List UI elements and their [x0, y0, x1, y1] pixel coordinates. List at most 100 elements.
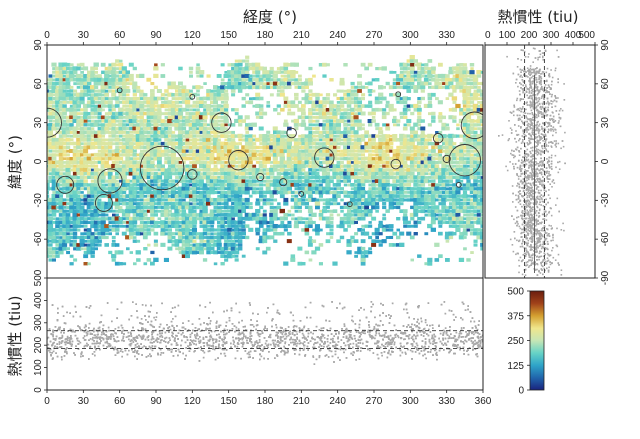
map-cell [473, 221, 478, 224]
map-cell [87, 209, 92, 213]
map-cell [455, 186, 461, 191]
map-cell [270, 74, 274, 78]
map-cell [272, 81, 278, 86]
map-cell [364, 134, 369, 138]
map-cell [416, 197, 422, 202]
map-cell [51, 62, 57, 67]
map-cell [336, 89, 341, 93]
map-cell [149, 197, 155, 202]
map-cell [79, 160, 85, 165]
map-cell [265, 73, 271, 78]
map-cell [287, 108, 292, 112]
map-cell [466, 134, 471, 138]
map-cell [66, 251, 70, 255]
map-cell [293, 182, 299, 187]
map-cell [140, 176, 144, 179]
map-cell [353, 186, 359, 191]
map-cell [283, 160, 289, 165]
map-cell [65, 175, 71, 180]
map-cell [375, 156, 380, 161]
map-cell [185, 228, 190, 232]
map-cell [406, 183, 412, 187]
map-cell [175, 164, 179, 168]
map-cell [308, 172, 313, 176]
map-cell [399, 179, 404, 183]
map-cell [374, 205, 380, 210]
map-cell [146, 134, 151, 138]
map-cell [160, 224, 166, 229]
map-cell [308, 217, 313, 221]
map-cell [417, 134, 422, 138]
map-cell [94, 206, 98, 209]
map-cell [308, 130, 313, 134]
map-cell [255, 220, 260, 225]
map-cell [269, 149, 274, 153]
map-cell [58, 228, 64, 232]
map-cell [195, 104, 201, 108]
map-cell [448, 133, 454, 139]
map-cell [128, 186, 134, 191]
map-cell [350, 217, 355, 221]
map-cell [427, 164, 433, 168]
map-cell [318, 107, 324, 112]
map-cell [455, 66, 461, 71]
map-cell [93, 190, 99, 195]
map-cell [48, 126, 53, 131]
map-cell [167, 213, 173, 217]
map-cell [164, 149, 169, 153]
map-cell [121, 167, 127, 172]
map-cell [325, 179, 331, 183]
map-cell [269, 171, 275, 176]
map-cell [121, 145, 127, 150]
map-cell [231, 254, 235, 258]
map-cell [248, 141, 254, 146]
map-cell [139, 209, 145, 213]
map-cell [160, 141, 165, 146]
map-cell [434, 74, 440, 78]
map-cell [59, 172, 63, 176]
map-cell [385, 141, 390, 146]
map-cell [297, 246, 303, 251]
map-cell [368, 93, 372, 97]
map-cell [79, 100, 85, 105]
map-cell [305, 217, 309, 221]
map-cell [307, 209, 313, 214]
map-cell [72, 78, 78, 82]
map-cell [65, 107, 71, 112]
map-cell [227, 182, 233, 187]
map-cell [269, 212, 275, 217]
map-cell [347, 209, 352, 213]
map-cell [336, 224, 341, 228]
map-cell [399, 190, 405, 195]
map-cell [69, 115, 74, 120]
map-cell [378, 160, 383, 165]
map-cell [333, 134, 337, 138]
map-cell [290, 257, 296, 262]
map-cell [157, 217, 162, 221]
map-cell [97, 89, 102, 93]
map-cell [129, 235, 134, 240]
map-cell [438, 179, 443, 183]
map-cell [216, 179, 222, 183]
map-cell [160, 220, 166, 225]
map-cell [290, 164, 295, 168]
map-cell [150, 123, 155, 127]
map-cell [371, 175, 377, 180]
map-cell [104, 187, 109, 191]
map-cell [182, 161, 186, 164]
map-cell [202, 212, 208, 217]
map-cell [241, 70, 247, 75]
map-cell [230, 123, 236, 127]
map-cell [178, 161, 183, 164]
map-cell [185, 153, 190, 157]
map-cell [262, 216, 268, 221]
map-cell [210, 104, 214, 108]
map-cell [336, 175, 341, 180]
map-cell [65, 81, 71, 86]
map-cell [83, 209, 88, 213]
map-cell [241, 190, 247, 195]
map-cell [153, 231, 159, 236]
map-cell [174, 220, 180, 225]
map-cell [129, 104, 134, 108]
map-cell [445, 209, 450, 213]
